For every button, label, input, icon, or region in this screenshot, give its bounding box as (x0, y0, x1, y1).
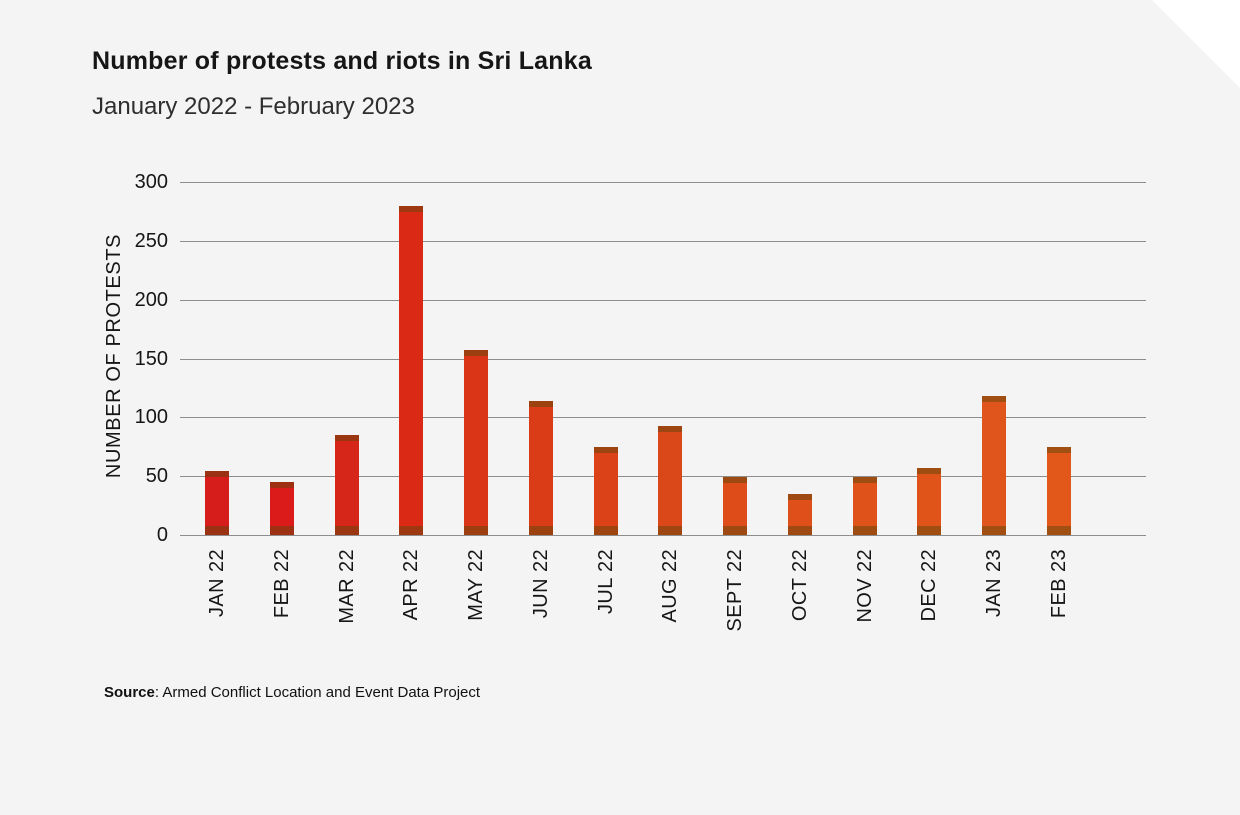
x-tick-label: JUN 22 (530, 549, 552, 619)
x-tick-label: JUL 22 (595, 549, 617, 615)
x-tick-label: SEPT 22 (724, 549, 746, 632)
x-tick-label: APR 22 (400, 549, 422, 621)
x-tick-label: JAN 22 (206, 549, 228, 617)
x-tick-label: FEB 23 (1048, 549, 1070, 619)
gridline (180, 359, 1146, 360)
bar (658, 426, 682, 535)
x-tick-label: AUG 22 (659, 549, 681, 623)
bar (594, 447, 618, 535)
y-tick-label: 150 (134, 348, 168, 370)
gridline (180, 241, 1146, 242)
y-tick-label: 200 (134, 289, 168, 311)
source-note: Source: Armed Conflict Location and Even… (104, 684, 480, 701)
bar (205, 471, 229, 535)
y-tick-label: 0 (156, 524, 168, 546)
gridline (180, 182, 1146, 183)
bar (529, 401, 553, 535)
source-text: : Armed Conflict Location and Event Data… (154, 684, 481, 701)
bar (723, 477, 747, 535)
x-tick-label: FEB 22 (271, 549, 293, 619)
source-label: Source (104, 684, 155, 701)
x-tick-label: NOV 22 (854, 549, 876, 623)
chart-subtitle: January 2022 - February 2023 (92, 93, 415, 120)
y-tick-label: 300 (134, 171, 168, 193)
gridline (180, 535, 1146, 536)
bar (335, 435, 359, 535)
bar (982, 396, 1006, 535)
plot-area (180, 182, 1146, 536)
x-tick-label: MAR 22 (336, 549, 358, 624)
bar (464, 350, 488, 535)
bar (917, 468, 941, 535)
page-corner-fold (1152, 0, 1240, 88)
x-tick-label: DEC 22 (918, 549, 940, 622)
bar (399, 206, 423, 535)
y-tick-label: 50 (145, 465, 168, 487)
x-tick-label: MAY 22 (465, 549, 487, 621)
y-tick-label: 100 (134, 406, 168, 428)
chart-title: Number of protests and riots in Sri Lank… (92, 47, 592, 75)
x-tick-label: JAN 23 (983, 549, 1005, 617)
gridline (180, 300, 1146, 301)
gridline (180, 417, 1146, 418)
y-tick-label: 250 (134, 230, 168, 252)
bar (788, 494, 812, 535)
bar (1047, 447, 1071, 535)
bar (270, 482, 294, 535)
x-tick-label: OCT 22 (789, 549, 811, 622)
bar (853, 477, 877, 535)
